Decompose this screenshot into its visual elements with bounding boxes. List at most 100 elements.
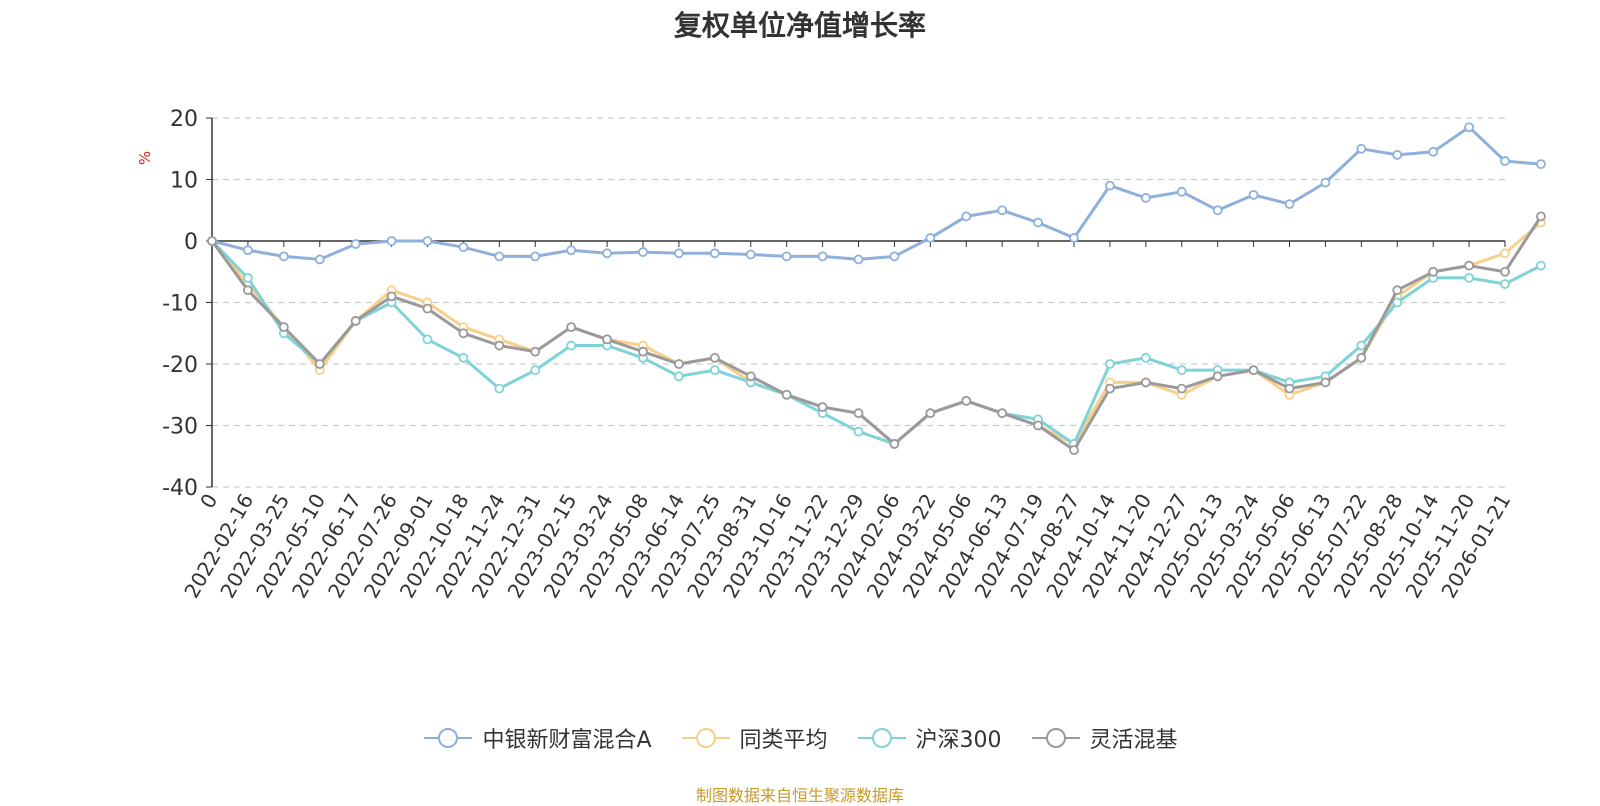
data-point bbox=[1212, 205, 1223, 216]
legend-marker-icon bbox=[424, 728, 473, 748]
data-point bbox=[1069, 445, 1079, 456]
data-point bbox=[458, 352, 469, 363]
data-point bbox=[1464, 272, 1474, 283]
data-point bbox=[243, 272, 253, 283]
data-point bbox=[638, 346, 648, 357]
data-point bbox=[566, 245, 577, 256]
data-point bbox=[278, 251, 289, 262]
data-point bbox=[1069, 233, 1079, 243]
y-tick-label: 20 bbox=[170, 107, 198, 132]
data-point bbox=[1500, 156, 1510, 166]
x-tick-label: 0 bbox=[195, 490, 222, 513]
data-point bbox=[350, 239, 361, 249]
data-point bbox=[853, 408, 864, 419]
data-point bbox=[422, 303, 433, 314]
data-point bbox=[1320, 177, 1331, 188]
data-point bbox=[1140, 352, 1151, 363]
data-point bbox=[530, 251, 541, 262]
data-point bbox=[530, 365, 541, 376]
data-point bbox=[889, 251, 900, 262]
data-point bbox=[1500, 248, 1510, 259]
y-tick-label: -10 bbox=[162, 292, 198, 317]
data-point bbox=[1284, 199, 1295, 210]
data-point bbox=[997, 408, 1008, 419]
data-point bbox=[422, 334, 433, 345]
data-point bbox=[709, 352, 720, 363]
legend-item[interactable]: 灵活混基 bbox=[1030, 722, 1178, 754]
data-point bbox=[243, 245, 253, 256]
data-point bbox=[494, 251, 505, 262]
data-point bbox=[350, 316, 361, 326]
data-point bbox=[1176, 186, 1187, 197]
data-point bbox=[1284, 383, 1295, 394]
data-point bbox=[566, 322, 577, 333]
data-point bbox=[817, 251, 828, 262]
data-point bbox=[278, 322, 289, 333]
legend-item[interactable]: 同类平均 bbox=[680, 722, 828, 754]
data-point bbox=[925, 233, 936, 243]
data-point bbox=[1536, 211, 1546, 222]
data-point bbox=[1033, 217, 1043, 228]
data-point bbox=[207, 236, 217, 246]
data-point bbox=[817, 402, 828, 412]
data-point bbox=[1105, 180, 1115, 191]
y-tick-label: -30 bbox=[162, 415, 198, 440]
legend-label: 同类平均 bbox=[739, 728, 828, 753]
source-note: 制图数据来自恒生聚源数据库 bbox=[695, 786, 904, 805]
legend-item[interactable]: 中银新财富混合A bbox=[422, 722, 652, 754]
series-line bbox=[210, 221, 1542, 446]
series-lines bbox=[207, 122, 1546, 456]
y-axis-label: % bbox=[136, 151, 154, 165]
legend-label: 沪深300 bbox=[915, 728, 1002, 753]
data-point bbox=[1464, 122, 1474, 133]
series-line bbox=[210, 239, 1542, 446]
data-point bbox=[674, 371, 684, 382]
y-tick-label: 0 bbox=[184, 230, 198, 255]
data-point bbox=[314, 359, 325, 369]
data-point bbox=[853, 254, 864, 265]
data-point bbox=[386, 236, 397, 246]
data-point bbox=[1356, 143, 1367, 154]
legend-circle bbox=[695, 728, 716, 748]
data-point bbox=[709, 365, 720, 376]
data-point bbox=[961, 211, 972, 222]
legend-item[interactable]: 沪深300 bbox=[856, 722, 1002, 754]
data-point bbox=[1140, 193, 1151, 203]
legend-marker-icon bbox=[1031, 728, 1080, 748]
series-line bbox=[210, 215, 1543, 452]
y-tick-label: 10 bbox=[170, 169, 198, 194]
data-point bbox=[1212, 371, 1223, 382]
data-point bbox=[1500, 266, 1510, 277]
data-point bbox=[1176, 365, 1187, 376]
data-point bbox=[494, 340, 505, 351]
y-tick-label: -20 bbox=[162, 353, 198, 378]
data-point bbox=[853, 426, 864, 437]
data-point bbox=[1140, 377, 1151, 388]
data-point bbox=[1248, 365, 1259, 376]
data-point bbox=[745, 371, 756, 382]
data-point bbox=[1105, 359, 1115, 369]
legend-marker-icon bbox=[681, 728, 730, 748]
legend-label: 中银新财富混合A bbox=[482, 728, 652, 753]
data-point bbox=[530, 346, 541, 357]
data-point bbox=[1320, 377, 1331, 388]
data-point bbox=[1392, 297, 1403, 308]
data-point bbox=[1356, 352, 1367, 363]
data-point bbox=[1176, 383, 1187, 394]
data-point bbox=[602, 334, 612, 345]
data-point bbox=[781, 251, 792, 262]
data-point bbox=[1464, 260, 1474, 271]
data-point bbox=[458, 242, 469, 253]
legend-label: 灵活混基 bbox=[1089, 728, 1178, 753]
legend-circle bbox=[1045, 728, 1066, 748]
data-point bbox=[602, 248, 612, 259]
data-point bbox=[674, 359, 684, 369]
series-line bbox=[211, 125, 1542, 261]
data-point bbox=[422, 236, 433, 246]
data-point bbox=[674, 248, 684, 259]
data-point bbox=[566, 340, 577, 351]
legend-circle bbox=[871, 728, 892, 748]
data-point bbox=[925, 408, 936, 419]
data-point bbox=[243, 285, 253, 296]
